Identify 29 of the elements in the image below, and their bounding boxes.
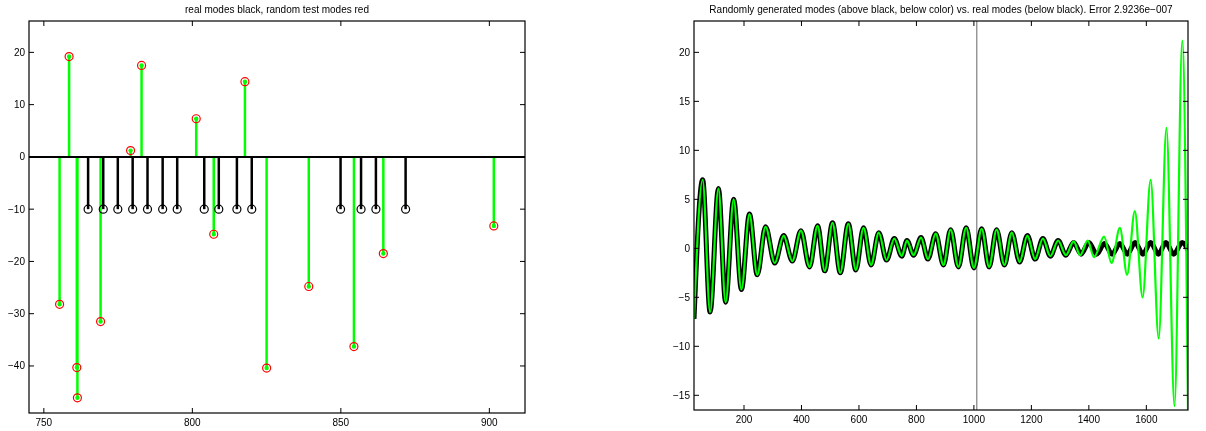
x-tick-label: 1200 xyxy=(1020,414,1043,425)
x-tick-label: 800 xyxy=(184,417,202,428)
y-tick-label: 15 xyxy=(678,95,691,107)
x-tick-label: 800 xyxy=(908,414,926,425)
y-tick-label: 10 xyxy=(13,99,26,111)
y-tick-label: −40 xyxy=(8,360,26,372)
x-tick-label: 600 xyxy=(850,414,868,425)
y-tick-label: −30 xyxy=(8,308,26,320)
y-tick-label: 0 xyxy=(19,151,26,163)
y-tick-label: 0 xyxy=(684,242,691,254)
y-tick-label: −20 xyxy=(8,255,26,267)
y-tick-label: −5 xyxy=(678,291,691,303)
y-tick-label: 20 xyxy=(13,46,26,58)
y-tick-label: −10 xyxy=(8,203,26,215)
y-tick-label: 10 xyxy=(678,144,691,156)
y-tick-label: −15 xyxy=(673,389,691,401)
x-tick-label: 1000 xyxy=(962,414,986,425)
chart-title: Randomly generated modes (above black, below color) vs. real modes (below black). Error 2.9236e−007 xyxy=(709,4,1174,15)
x-tick-label: 1400 xyxy=(1077,414,1101,425)
y-tick-label: −10 xyxy=(673,340,691,352)
y-tick-label: 20 xyxy=(678,46,691,58)
chart-title: real modes black, random test modes red xyxy=(185,4,369,15)
x-tick-label: 750 xyxy=(35,417,53,428)
x-tick-label: 850 xyxy=(332,417,350,428)
x-tick-label: 1600 xyxy=(1135,414,1158,425)
y-tick-label: 5 xyxy=(684,193,691,205)
x-tick-label: 900 xyxy=(481,417,499,428)
x-tick-label: 200 xyxy=(735,414,753,425)
x-tick-label: 400 xyxy=(793,414,811,425)
